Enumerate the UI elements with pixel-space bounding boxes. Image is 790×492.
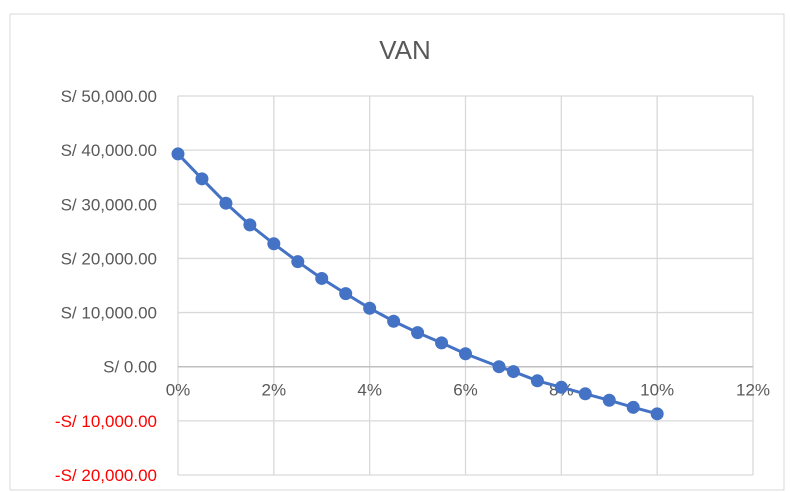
x-tick-label: 4% xyxy=(357,381,382,400)
y-tick-label: S/ 50,000.00 xyxy=(61,87,157,106)
data-point xyxy=(243,218,257,232)
data-point xyxy=(435,336,449,350)
data-point xyxy=(602,393,616,407)
y-axis-tick-labels: S/ 50,000.00 S/ 40,000.00 S/ 30,000.00 S/ 2… xyxy=(55,87,157,485)
data-point xyxy=(554,380,568,394)
series-npv xyxy=(171,147,664,421)
x-tick-label: 6% xyxy=(453,381,478,400)
y-tick-label: S/ 20,000.00 xyxy=(61,249,157,268)
data-point xyxy=(459,347,472,361)
y-tick-label: S/ 40,000.00 xyxy=(61,141,157,160)
data-point xyxy=(291,255,305,269)
x-tick-label: 0% xyxy=(166,381,191,400)
data-point xyxy=(506,365,520,379)
x-tick-label: 10% xyxy=(640,381,674,400)
data-point xyxy=(626,400,640,414)
data-point xyxy=(171,147,185,161)
data-point xyxy=(530,374,544,388)
y-tick-label: S/ 10,000.00 xyxy=(61,304,157,323)
data-point xyxy=(363,301,377,315)
y-tick-label: S/ 30,000.00 xyxy=(61,195,157,214)
data-point xyxy=(578,387,592,401)
data-point xyxy=(339,287,353,301)
x-tick-label: 2% xyxy=(262,381,287,400)
data-point xyxy=(315,271,329,285)
data-point xyxy=(650,407,664,421)
y-tick-label: -S/ 10,000.00 xyxy=(55,412,157,431)
x-tick-label: 12% xyxy=(736,381,770,400)
data-point xyxy=(219,196,233,210)
data-point xyxy=(387,314,401,328)
data-point xyxy=(411,326,425,340)
y-tick-label: -S/ 20,000.00 xyxy=(55,466,157,485)
data-point xyxy=(195,172,209,186)
data-point xyxy=(492,360,506,374)
chart-title: VAN xyxy=(379,35,431,65)
data-point xyxy=(267,237,281,251)
y-tick-label: S/ 0.00 xyxy=(103,358,157,377)
